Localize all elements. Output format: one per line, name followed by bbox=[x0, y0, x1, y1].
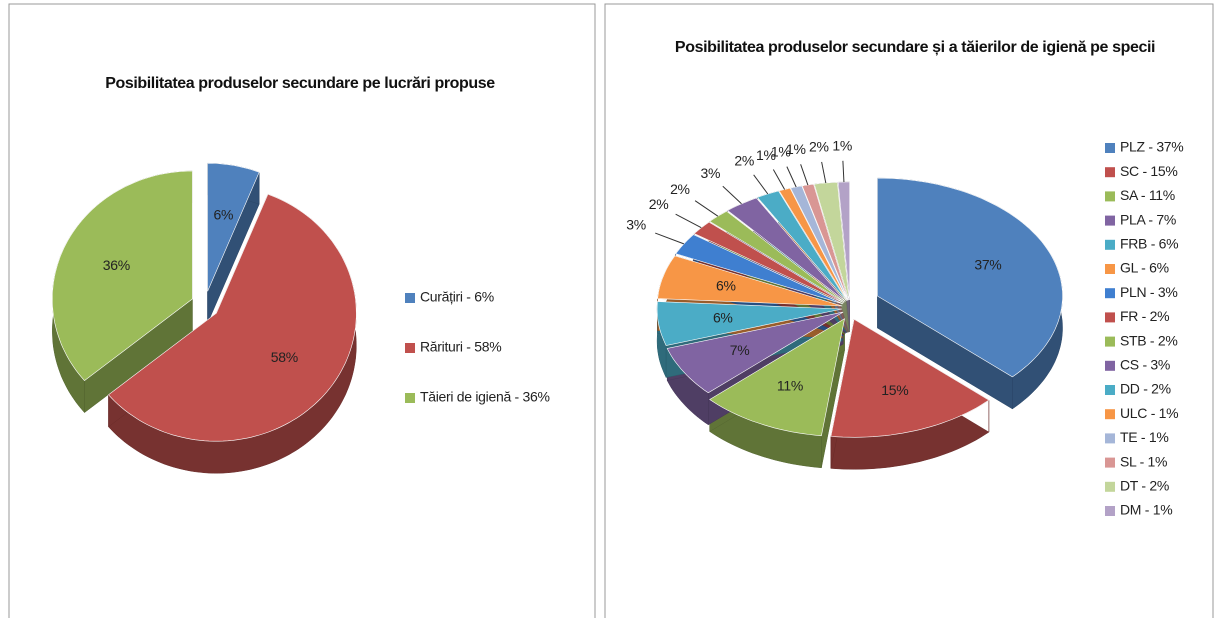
labels: 6% Curățiri - 6% 58% Rărituri - 58% 36% Tăier… bbox=[103, 207, 550, 405]
legend-label: GL - 6% bbox=[1120, 260, 1169, 276]
slice bbox=[877, 177, 1063, 378]
legend-swatch bbox=[1105, 360, 1115, 371]
legend-label: ULC - 1% bbox=[1120, 405, 1178, 421]
slice bbox=[657, 255, 843, 307]
slice bbox=[51, 170, 193, 382]
slice bbox=[837, 181, 851, 301]
slice bbox=[790, 185, 849, 301]
labels: 37% PLZ - 37% 15% SC - 15% 11% SA - 11% 7% PLA … bbox=[626, 137, 1183, 517]
data-label: 2% bbox=[734, 153, 754, 169]
legend-label: FR - 2% bbox=[1120, 308, 1169, 324]
data-label: 2% bbox=[809, 139, 829, 155]
leader-line bbox=[722, 185, 742, 205]
legend-swatch bbox=[1105, 264, 1115, 274]
slice bbox=[656, 301, 843, 346]
slice-tops bbox=[51, 162, 357, 442]
data-label: 36% bbox=[103, 257, 130, 273]
legend-swatch bbox=[1105, 239, 1115, 250]
legend-swatch bbox=[1105, 336, 1115, 347]
legend-label: DM - 1% bbox=[1120, 502, 1172, 518]
slice bbox=[709, 318, 845, 437]
slice bbox=[666, 311, 844, 394]
slice bbox=[675, 234, 844, 305]
leader-line bbox=[800, 164, 809, 186]
legend-swatch bbox=[405, 293, 415, 303]
slice bbox=[813, 181, 850, 301]
legend-label: Rărituri - 58% bbox=[420, 339, 501, 355]
data-label: 2% bbox=[670, 181, 690, 197]
slice-tops bbox=[656, 177, 1063, 438]
data-label: 1% bbox=[832, 137, 852, 153]
panel bbox=[604, 3, 1214, 618]
data-label: 6% bbox=[716, 278, 736, 294]
legend-label: DT - 2% bbox=[1120, 478, 1169, 494]
data-label: 58% bbox=[271, 349, 298, 365]
slice bbox=[207, 162, 260, 292]
legend-label: PLN - 3% bbox=[1120, 284, 1178, 300]
slice bbox=[830, 318, 990, 438]
legend-label: CS - 3% bbox=[1120, 357, 1170, 373]
leader-line bbox=[694, 200, 719, 217]
legend-swatch bbox=[1105, 481, 1115, 492]
data-label: 15% bbox=[881, 382, 908, 398]
leader-line bbox=[786, 166, 797, 188]
legend-swatch bbox=[1105, 506, 1115, 516]
legend-swatch bbox=[1105, 433, 1115, 444]
legend-label: STB - 2% bbox=[1120, 332, 1178, 348]
data-label: 1% bbox=[771, 144, 791, 160]
data-label: 37% bbox=[974, 256, 1001, 272]
leader-line bbox=[753, 174, 769, 195]
legend-label: PLZ - 37% bbox=[1120, 139, 1183, 155]
data-label: 6% bbox=[713, 309, 733, 325]
leader-line bbox=[675, 213, 702, 229]
legend-swatch bbox=[1105, 191, 1115, 202]
data-label: 6% bbox=[214, 207, 234, 223]
legend-swatch bbox=[1105, 409, 1115, 420]
legend-swatch bbox=[1105, 288, 1115, 299]
data-label: 2% bbox=[649, 196, 669, 212]
slice bbox=[693, 221, 844, 304]
leader-line bbox=[772, 169, 786, 190]
data-label: 3% bbox=[701, 165, 721, 181]
data-label: 7% bbox=[730, 342, 750, 358]
legend-label: SL - 1% bbox=[1120, 453, 1167, 469]
legend-swatch bbox=[1105, 143, 1115, 153]
legend-swatch bbox=[1105, 215, 1115, 226]
chart-title: Posibilitatea produselor secundare și a … bbox=[674, 39, 1156, 56]
legend-swatch bbox=[1105, 312, 1115, 323]
data-label: 1% bbox=[756, 147, 776, 163]
legend-label: SC - 15% bbox=[1120, 163, 1178, 179]
legend-label: TE - 1% bbox=[1120, 429, 1168, 445]
legend-label: PLA - 7% bbox=[1120, 211, 1176, 227]
data-label: 1% bbox=[786, 141, 806, 157]
legend-swatch bbox=[405, 393, 415, 403]
legend-label: DD - 2% bbox=[1120, 381, 1171, 397]
data-label: 11% bbox=[777, 378, 803, 394]
slice bbox=[108, 193, 357, 442]
leader-line bbox=[821, 161, 827, 184]
legend-swatch bbox=[1105, 167, 1115, 178]
legend-label: Tăieri de igienă - 36% bbox=[420, 389, 550, 405]
legend-label: Curățiri - 6% bbox=[420, 289, 494, 305]
chart-title: Posibilitatea produselor secundare pe lu… bbox=[105, 75, 495, 92]
legend-swatch bbox=[1105, 385, 1115, 395]
legend-label: SA - 11% bbox=[1120, 187, 1175, 203]
legend-label: FRB - 6% bbox=[1120, 236, 1178, 252]
legend-swatch bbox=[405, 343, 415, 353]
panel bbox=[8, 3, 596, 618]
legend-swatch bbox=[1105, 457, 1115, 468]
leader-line bbox=[842, 160, 845, 183]
leader-line bbox=[655, 232, 685, 245]
data-label: 3% bbox=[626, 217, 646, 233]
